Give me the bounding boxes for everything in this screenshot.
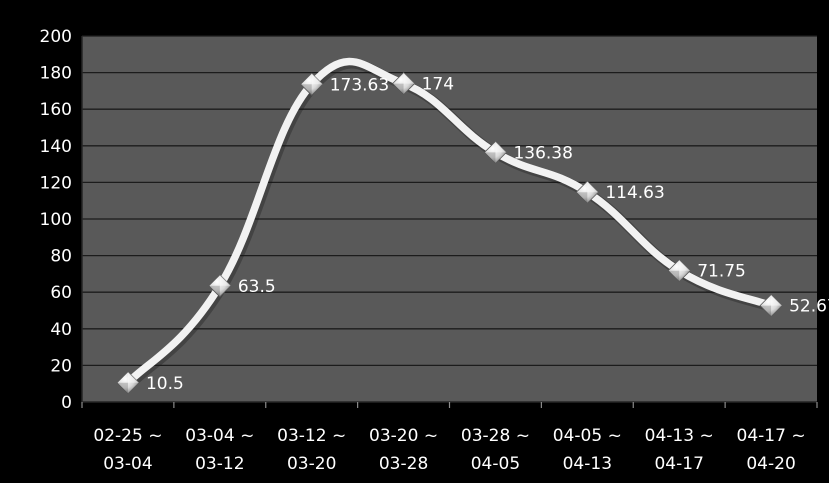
x-tick-label-line: 03-28 ~ bbox=[461, 426, 530, 446]
data-point-markers bbox=[116, 72, 783, 395]
x-tick-label-line: 04-05 bbox=[471, 454, 520, 474]
x-tick-label: 03-20 ~ 03-28 bbox=[369, 426, 438, 474]
x-tick-label-line: 03-20 bbox=[287, 454, 336, 474]
x-tick-label: 03-12 ~ 03-20 bbox=[277, 426, 346, 474]
x-axis-tick-labels: 02-25 ~ 03-04 03-04 ~ 03-12 03-12 ~ 03-20 03-2… bbox=[93, 426, 805, 474]
y-tick-label: 0 bbox=[61, 393, 72, 413]
x-tick-label: 02-25 ~ 03-04 bbox=[93, 426, 162, 474]
data-label: 114.63 bbox=[605, 183, 664, 203]
x-tick-label: 03-28 ~ 04-05 bbox=[461, 426, 530, 474]
x-tick-label-line: 04-17 ~ bbox=[737, 426, 806, 446]
x-tick-label-line: 04-17 bbox=[654, 454, 703, 474]
x-tick-label-line: 04-05 ~ bbox=[553, 426, 622, 446]
y-tick-label: 40 bbox=[50, 320, 72, 340]
y-axis-tick-labels: 0 20 40 60 80 100 120 140 160 180 200 bbox=[40, 27, 72, 413]
data-label: 52.67 bbox=[789, 297, 829, 317]
x-tick-label-line: 03-28 bbox=[379, 454, 428, 474]
y-tick-label: 20 bbox=[50, 356, 72, 376]
y-tick-label: 180 bbox=[40, 64, 72, 84]
y-tick-label: 60 bbox=[50, 283, 72, 303]
axes bbox=[81, 36, 818, 408]
data-label: 10.5 bbox=[146, 374, 184, 394]
data-label: 136.38 bbox=[513, 143, 572, 163]
data-point-marker bbox=[483, 140, 508, 164]
data-label: 173.63 bbox=[330, 75, 389, 95]
data-point-marker bbox=[300, 72, 324, 96]
x-tick-label-line: 02-25 ~ bbox=[93, 426, 162, 446]
y-tick-label: 80 bbox=[50, 247, 72, 267]
y-tick-label: 120 bbox=[40, 173, 72, 193]
x-tick-label-line: 04-13 ~ bbox=[645, 426, 714, 446]
x-tick-label-line: 03-12 ~ bbox=[277, 426, 346, 446]
x-tick-label-line: 03-04 bbox=[103, 454, 152, 474]
x-tick-label-line: 03-04 ~ bbox=[185, 426, 254, 446]
data-point-marker bbox=[208, 274, 232, 298]
data-point-marker bbox=[575, 180, 599, 204]
data-label: 63.5 bbox=[238, 277, 276, 297]
y-tick-label: 160 bbox=[40, 100, 72, 120]
y-tick-label: 200 bbox=[40, 27, 72, 47]
x-tick-label-line: 04-20 bbox=[746, 454, 795, 474]
x-tick-label: 03-04 ~ 03-12 bbox=[185, 426, 254, 474]
gridlines bbox=[82, 35, 817, 367]
data-point-marker bbox=[667, 259, 691, 283]
x-tick-label-line: 04-13 bbox=[563, 454, 612, 474]
data-labels: 10.5 63.5 173.63 174 136.38 114.63 71.75 52.67 bbox=[146, 75, 829, 394]
y-tick-label: 100 bbox=[40, 210, 72, 230]
data-point-marker bbox=[759, 294, 783, 318]
x-tick-label: 04-05 ~ 04-13 bbox=[553, 426, 622, 474]
series-line bbox=[124, 57, 775, 387]
x-tick-label: 04-17 ~ 04-20 bbox=[737, 426, 806, 474]
y-tick-label: 140 bbox=[40, 137, 72, 157]
series-line-layer bbox=[124, 57, 779, 390]
x-tick-label: 04-13 ~ 04-17 bbox=[645, 426, 714, 474]
data-point-marker bbox=[391, 72, 416, 96]
x-tick-label-line: 03-12 bbox=[195, 454, 244, 474]
data-point-marker bbox=[116, 371, 140, 395]
data-label: 174 bbox=[422, 75, 454, 95]
data-label: 71.75 bbox=[697, 262, 746, 282]
x-tick-label-line: 03-20 ~ bbox=[369, 426, 438, 446]
